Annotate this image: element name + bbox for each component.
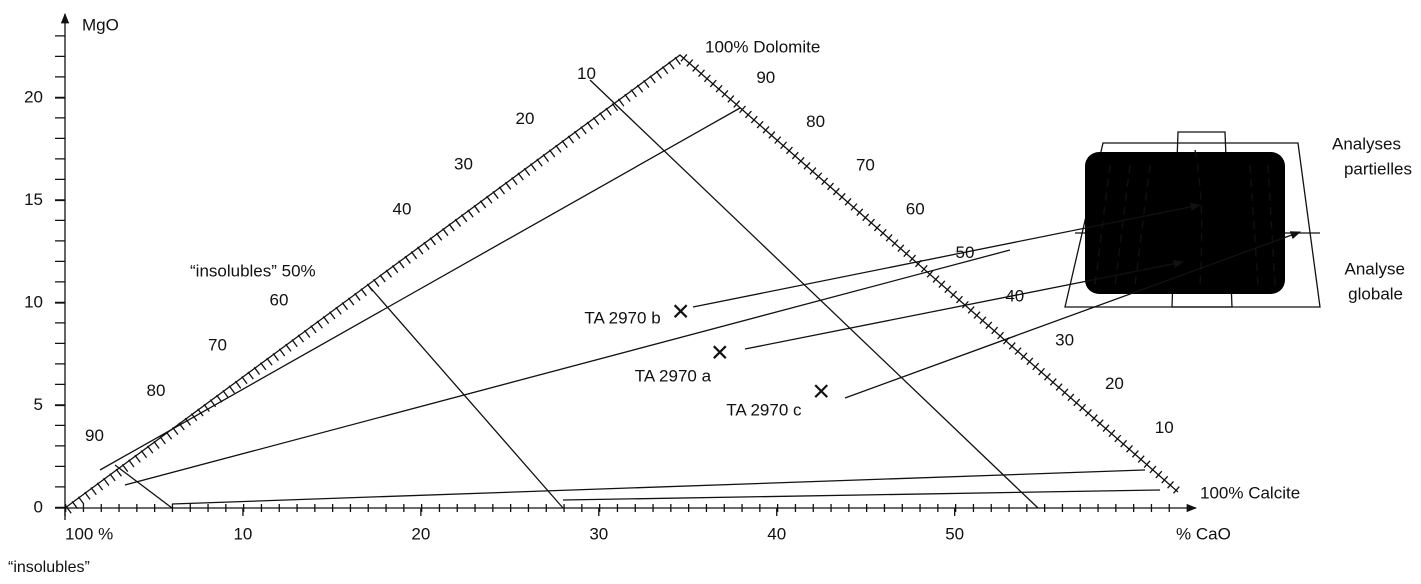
x-tick-label: 30 [589, 524, 608, 543]
y-tick-label: 0 [34, 497, 43, 516]
y-tick-label: 15 [24, 190, 43, 209]
side-scale-label: 80 [147, 381, 166, 400]
y-tick-label: 10 [24, 292, 43, 311]
side-scale-label: 10 [1155, 418, 1174, 437]
side-scale-label: 70 [856, 156, 875, 175]
mix-line [99, 107, 741, 471]
mix-line [562, 489, 1161, 501]
y-axis-label: MgO [82, 15, 119, 34]
annotation: 100% Dolomite [705, 37, 820, 56]
x-tick-label: 40 [767, 524, 786, 543]
side-scale-label: 40 [393, 200, 412, 219]
x-axis-label: % CaO [1176, 524, 1231, 543]
side-scale-label: 30 [1055, 330, 1074, 349]
y-tick-label: 5 [34, 395, 43, 414]
x-sublabel: “insolubles” [8, 559, 90, 576]
annotation: 100% Calcite [1200, 483, 1300, 502]
side-scale-label: 60 [906, 199, 925, 218]
x-tick-label: 50 [945, 524, 964, 543]
arrow [844, 231, 1301, 399]
side-scale-label: 90 [756, 68, 775, 87]
mix-line [171, 469, 1146, 505]
point [673, 304, 688, 318]
block [1064, 142, 1321, 308]
annotation: Analyse [1345, 259, 1405, 278]
side-scale-label: 20 [516, 109, 535, 128]
point-label: TA 2970 b [584, 309, 660, 328]
side-hatching [65, 51, 1184, 514]
iso-line [114, 464, 173, 509]
point [713, 345, 727, 359]
x-tick-label: 20 [411, 524, 430, 543]
annotation: partielles [1344, 159, 1412, 178]
point-label: TA 2970 c [726, 401, 802, 420]
arrow [692, 202, 1202, 308]
iso-line [367, 284, 564, 509]
side-scale-label: 80 [806, 112, 825, 131]
annotation: Analyses [1332, 134, 1401, 153]
point [814, 384, 829, 398]
side-scale-label: 40 [1005, 287, 1024, 306]
side-scale-label: 70 [208, 336, 227, 355]
x-tick-label: 100 % [65, 524, 113, 543]
side-scale-label: 10 [577, 64, 596, 83]
y-tick-label: 20 [24, 87, 43, 106]
annotation: “insolubles” 50% [190, 261, 316, 280]
side-scale-label: 50 [956, 243, 975, 262]
triangle [64, 54, 1179, 509]
x-tick-label: 10 [233, 524, 252, 543]
side-scale-label: 20 [1105, 374, 1124, 393]
iso-line [589, 79, 1039, 509]
side-scale-label: 60 [270, 290, 289, 309]
block-zone [1085, 152, 1285, 294]
side-scale-label: 90 [85, 426, 104, 445]
mix-line [124, 249, 1011, 486]
annotation: globale [1348, 284, 1403, 303]
side-scale-label: 30 [454, 154, 473, 173]
point-label: TA 2970 a [635, 367, 712, 386]
arrow [744, 259, 1185, 350]
